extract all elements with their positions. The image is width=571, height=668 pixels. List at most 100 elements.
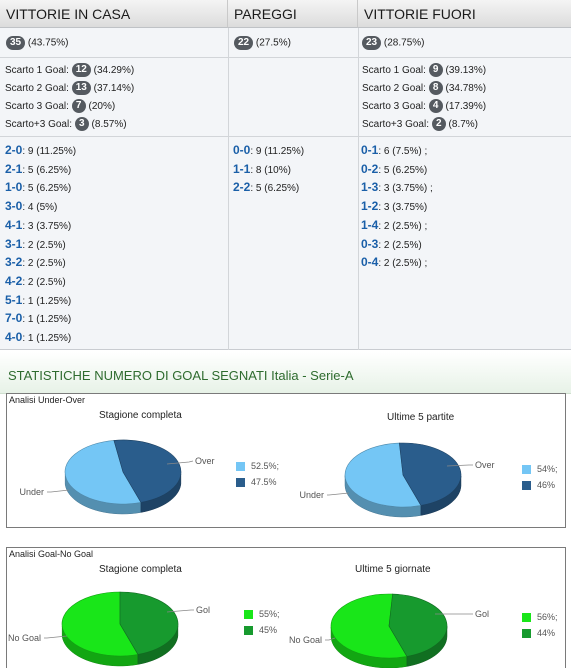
score-row: 3-1: 2 (2.5%) [5, 235, 66, 253]
leader-line [327, 492, 350, 496]
percent-text: (28.75%) [383, 37, 425, 49]
scoreline: 0-0 [233, 143, 251, 157]
percent-text: (43.75%) [27, 37, 69, 49]
count-badge: 3 [74, 117, 89, 132]
score-row: 0-3: 2 (2.5%) [361, 235, 422, 253]
percent-text: (27.5%) [255, 37, 291, 49]
scoreline: 4-1 [5, 217, 23, 232]
pie-slice-no-goal [330, 593, 408, 659]
legend-swatch-dark [522, 481, 531, 490]
score-detail: : 5 (6.25%) [22, 183, 72, 195]
score-detail: : 2 (2.5%) ; [378, 220, 428, 232]
score-row: 4-0: 1 (1.25%) [5, 328, 71, 346]
margin-label: Scarto 2 Goal: [5, 83, 69, 94]
pie-label: Under [19, 487, 44, 497]
legend-swatch-dark [522, 629, 531, 638]
score-row: 0-2: 5 (6.25%) [361, 160, 427, 178]
score-detail: : 9 (11.25%) [22, 146, 77, 157]
panel-under-over: Analisi Under-Over Stagione completa Ult… [6, 393, 566, 528]
margin-row: Scarto 1 Goal: 12 (34.29%) [5, 62, 134, 80]
percent-text: (8.7%) [448, 119, 478, 130]
score-detail: : 3 (3.75%) [22, 220, 72, 232]
count-badge: 35 [6, 36, 26, 50]
score-detail: : 4 (5%) [22, 202, 58, 214]
header-home-wins: VITTORIE IN CASA [0, 0, 228, 28]
score-detail: : 5 (6.25%) [22, 164, 72, 176]
chart-title: Stagione completa [99, 564, 182, 575]
score-row: 1-1: 8 (10%) [233, 160, 291, 178]
draw-total: 22 (27.5%) [234, 36, 291, 50]
margin-row: Scarto+3 Goal: 2 (8.7%) [362, 116, 478, 134]
panel-label: Analisi Under-Over [9, 395, 86, 405]
score-detail: : 2 (2.5%) [378, 239, 422, 251]
column-divider [228, 28, 229, 350]
score-row: 0-4: 2 (2.5%) ; [361, 253, 427, 271]
pie-slice-over [113, 439, 182, 503]
legend-swatch-light [244, 610, 253, 619]
score-detail: : 8 (10%) [250, 164, 291, 176]
margin-row: Scarto 2 Goal: 8 (34.78%) [362, 80, 486, 98]
margin-label: Scarto 3 Goal: [362, 101, 426, 112]
count-badge: 2 [431, 117, 446, 132]
home-total: 35 (43.75%) [6, 36, 68, 50]
leader-line [44, 635, 68, 639]
score-detail: : 1 (1.25%) [22, 333, 72, 344]
score-detail: : 2 (2.5%) [22, 258, 66, 270]
margin-row: Scarto 2 Goal: 13 (37.14%) [5, 80, 134, 98]
score-row: 5-1: 1 (1.25%) [5, 291, 71, 309]
count-badge: 7 [71, 99, 86, 114]
scoreline: 2-1 [5, 161, 23, 176]
count-badge: 23 [362, 36, 382, 50]
away-total: 23 (28.75%) [362, 36, 424, 50]
leader-line [446, 464, 473, 467]
scoreline: 3-0 [5, 199, 23, 214]
leader-line [166, 609, 194, 613]
pie-label: Over [195, 456, 215, 466]
scoreline: 1-0 [5, 180, 23, 195]
stats-title: STATISTICHE NUMERO DI GOAL SEGNATI Itali… [8, 368, 354, 383]
scoreline: 2-0 [5, 143, 23, 157]
legend-swatch-dark [236, 478, 245, 487]
scoreline: 4-0 [5, 330, 23, 344]
count-badge: 13 [71, 81, 91, 96]
count-badge: 9 [428, 63, 443, 78]
score-row: 2-2: 5 (6.25%) [233, 178, 299, 196]
score-detail: : 5 (6.25%) [378, 164, 428, 176]
scoreline: 7-0 [5, 311, 23, 326]
leader-line [166, 460, 194, 465]
scoreline: 1-3 [361, 180, 379, 195]
score-row: 3-2: 2 (2.5%) [5, 253, 66, 271]
count-badge: 4 [428, 99, 443, 114]
percent-text: (17.39%) [445, 101, 487, 112]
margin-label: Scarto+3 Goal: [5, 119, 72, 130]
chart-title: Ultime 5 giornate [355, 564, 431, 575]
scoreline: 5-1 [5, 292, 23, 307]
legend-value: 52.5%; [251, 461, 280, 471]
count-badge: 12 [71, 63, 91, 78]
panel-goal-nogoal: Analisi Goal-No Goal Stagione completa U… [6, 547, 566, 668]
legend-value: 56%; [537, 612, 558, 622]
legend-value: 45% [259, 625, 278, 635]
score-detail: : 9 (11.25%) [250, 146, 305, 157]
legend-swatch-light [522, 465, 531, 474]
margin-label: Scarto+3 Goal: [362, 119, 429, 130]
pie-slice-no-goal [61, 591, 139, 657]
pie-slice-gol [119, 591, 179, 655]
margin-label: Scarto 1 Goal: [5, 65, 69, 76]
score-detail: : 3 (3.75%) ; [378, 183, 433, 195]
score-row: 1-2: 3 (3.75%) [361, 197, 427, 215]
legend-value: 55%; [259, 609, 280, 619]
chart-title: Ultime 5 partite [387, 412, 455, 423]
panel-label: Analisi Goal-No Goal [9, 549, 94, 559]
scoreline: 0-1 [361, 143, 379, 157]
scoreline: 1-4 [361, 217, 379, 232]
scoreline: 0-2 [361, 161, 379, 176]
scoreline: 2-2 [233, 180, 251, 195]
percent-text: (34.29%) [93, 65, 135, 76]
header-away-wins: VITTORIE FUORI [358, 0, 571, 28]
score-detail: : 1 (1.25%) [22, 295, 72, 307]
margin-label: Scarto 2 Goal: [362, 83, 426, 94]
score-row: 4-2: 2 (2.5%) [5, 272, 66, 290]
stats-header: STATISTICHE NUMERO DI GOAL SEGNATI Itali… [0, 352, 571, 394]
legend-value: 44% [537, 628, 556, 638]
